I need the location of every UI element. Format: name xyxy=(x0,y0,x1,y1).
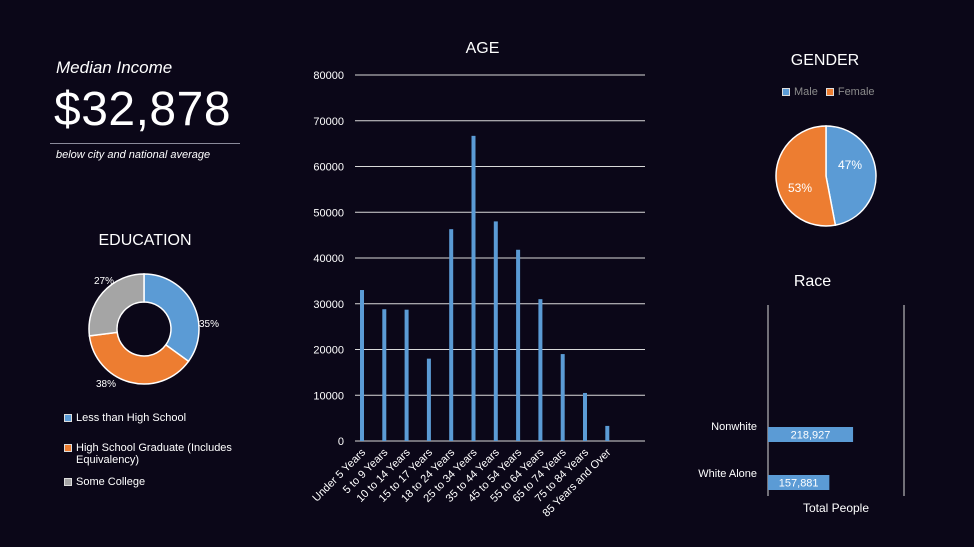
age-bar xyxy=(382,309,387,441)
race-value-label: 218,927 xyxy=(791,430,831,442)
legend-swatch-blue xyxy=(64,414,72,422)
legend-swatch-gray xyxy=(64,478,72,486)
education-legend-item-some-college: Some College xyxy=(64,476,244,488)
legend-label: High School Graduate (Includes Equivalen… xyxy=(76,442,232,466)
legend-label: Some College xyxy=(76,476,146,488)
gender-chart-title: GENDER xyxy=(790,52,860,69)
education-value-label-hs-graduate: 38% xyxy=(96,379,116,390)
income-divider xyxy=(50,143,240,144)
median-income-note: below city and national average xyxy=(56,149,211,161)
age-y-tick-label: 80000 xyxy=(313,70,344,82)
age-bar xyxy=(560,354,565,441)
legend-label: Male xyxy=(794,86,818,98)
race-value-label: 157,881 xyxy=(779,478,819,490)
education-slice-some-college xyxy=(88,273,145,337)
age-y-tick-label: 20000 xyxy=(313,345,344,357)
race-chart-title: Race xyxy=(793,273,832,290)
education-donut-chart: 35% 38% 27% xyxy=(88,273,219,390)
gender-legend: Male Female xyxy=(782,86,875,98)
gender-legend-item-female: Female xyxy=(825,86,875,98)
gender-legend-item-male: Male xyxy=(782,86,818,98)
gender-value-label-male: 47% xyxy=(838,158,862,172)
age-bar xyxy=(493,221,498,441)
legend-swatch-orange xyxy=(64,444,72,452)
education-legend-item-less-than-hs: Less than High School xyxy=(64,412,244,424)
age-y-tick-label: 70000 xyxy=(313,116,344,128)
race-x-axis-label: Total People xyxy=(803,501,869,515)
age-bar xyxy=(449,229,454,441)
education-chart-title: EDUCATION xyxy=(98,232,192,249)
age-bar-chart: 0 10000 20000 30000 40000 50000 60000 70000 8000… xyxy=(310,70,645,520)
age-bar xyxy=(360,290,364,441)
age-y-tick-label: 10000 xyxy=(313,390,344,402)
median-income-label: Median Income xyxy=(56,58,173,77)
race-bar-chart: 218,927 157,881 Nonwhite White Alone Tota… xyxy=(698,305,905,515)
age-y-tick-label: 40000 xyxy=(313,253,344,265)
age-bar xyxy=(471,135,476,441)
education-slice-hs-graduate xyxy=(88,331,190,385)
age-bar xyxy=(426,358,431,441)
age-chart-title: AGE xyxy=(465,40,500,57)
legend-swatch-orange xyxy=(825,88,834,96)
education-legend: Less than High School High School Gradua… xyxy=(64,412,244,488)
education-value-label-some-college: 27% xyxy=(94,276,114,287)
race-bar-white-alone xyxy=(768,475,830,490)
age-bar xyxy=(583,392,587,441)
age-bar xyxy=(404,309,409,441)
legend-label: Female xyxy=(837,86,875,98)
race-bar-nonwhite xyxy=(768,427,854,442)
gender-value-label-female: 53% xyxy=(788,181,812,195)
age-y-tick-label: 60000 xyxy=(313,162,344,174)
race-category-nonwhite: Nonwhite xyxy=(711,421,757,433)
gender-slice-female xyxy=(775,125,837,227)
education-value-label-less-than-hs: 35% xyxy=(199,319,219,330)
age-bar xyxy=(516,249,521,441)
median-income-value: $32,878 xyxy=(54,83,232,136)
race-category-white-alone: White Alone xyxy=(698,468,757,480)
age-y-tick-label: 0 xyxy=(338,436,344,448)
age-y-tick-label: 30000 xyxy=(313,299,344,311)
age-y-tick-label: 50000 xyxy=(313,207,344,219)
gender-pie-chart: 47% 53% xyxy=(775,125,877,227)
legend-label: Less than High School xyxy=(76,412,187,424)
gender-slice-male xyxy=(825,125,877,226)
age-bar xyxy=(538,299,543,441)
education-legend-item-hs-graduate: High School Graduate (Includes Equivalen… xyxy=(64,442,244,466)
age-bar xyxy=(605,425,610,441)
legend-swatch-blue xyxy=(782,88,790,96)
education-slice-less-than-hs xyxy=(143,273,200,363)
